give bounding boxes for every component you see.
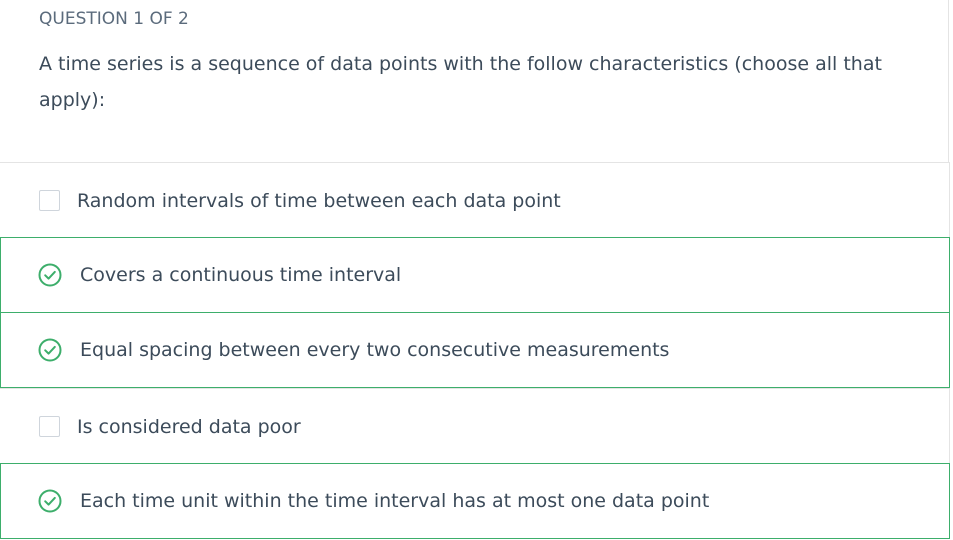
option-label: Equal spacing between every two consecut…	[80, 339, 670, 361]
answer-option-4[interactable]: Is considered data poor	[0, 388, 950, 464]
question-text: A time series is a sequence of data poin…	[39, 53, 882, 111]
answer-option-3[interactable]: Equal spacing between every two consecut…	[0, 312, 950, 388]
question-counter: QUESTION 1 OF 2	[39, 9, 189, 29]
option-label: Random intervals of time between each da…	[77, 189, 561, 212]
answer-option-1[interactable]: Random intervals of time between each da…	[0, 162, 950, 238]
check-circle-icon[interactable]	[38, 489, 62, 513]
option-checkbox[interactable]	[39, 416, 60, 437]
option-label: Is considered data poor	[77, 415, 301, 438]
answer-option-5[interactable]: Each time unit within the time interval …	[0, 463, 950, 539]
option-checkbox[interactable]	[39, 190, 60, 211]
check-circle-icon[interactable]	[38, 263, 62, 287]
answer-option-2[interactable]: Covers a continuous time interval	[0, 237, 950, 313]
check-circle-icon[interactable]	[38, 338, 62, 362]
option-label: Each time unit within the time interval …	[80, 490, 710, 512]
option-label: Covers a continuous time interval	[80, 264, 402, 286]
question-header: QUESTION 1 OF 2 A time series is a seque…	[0, 0, 949, 162]
